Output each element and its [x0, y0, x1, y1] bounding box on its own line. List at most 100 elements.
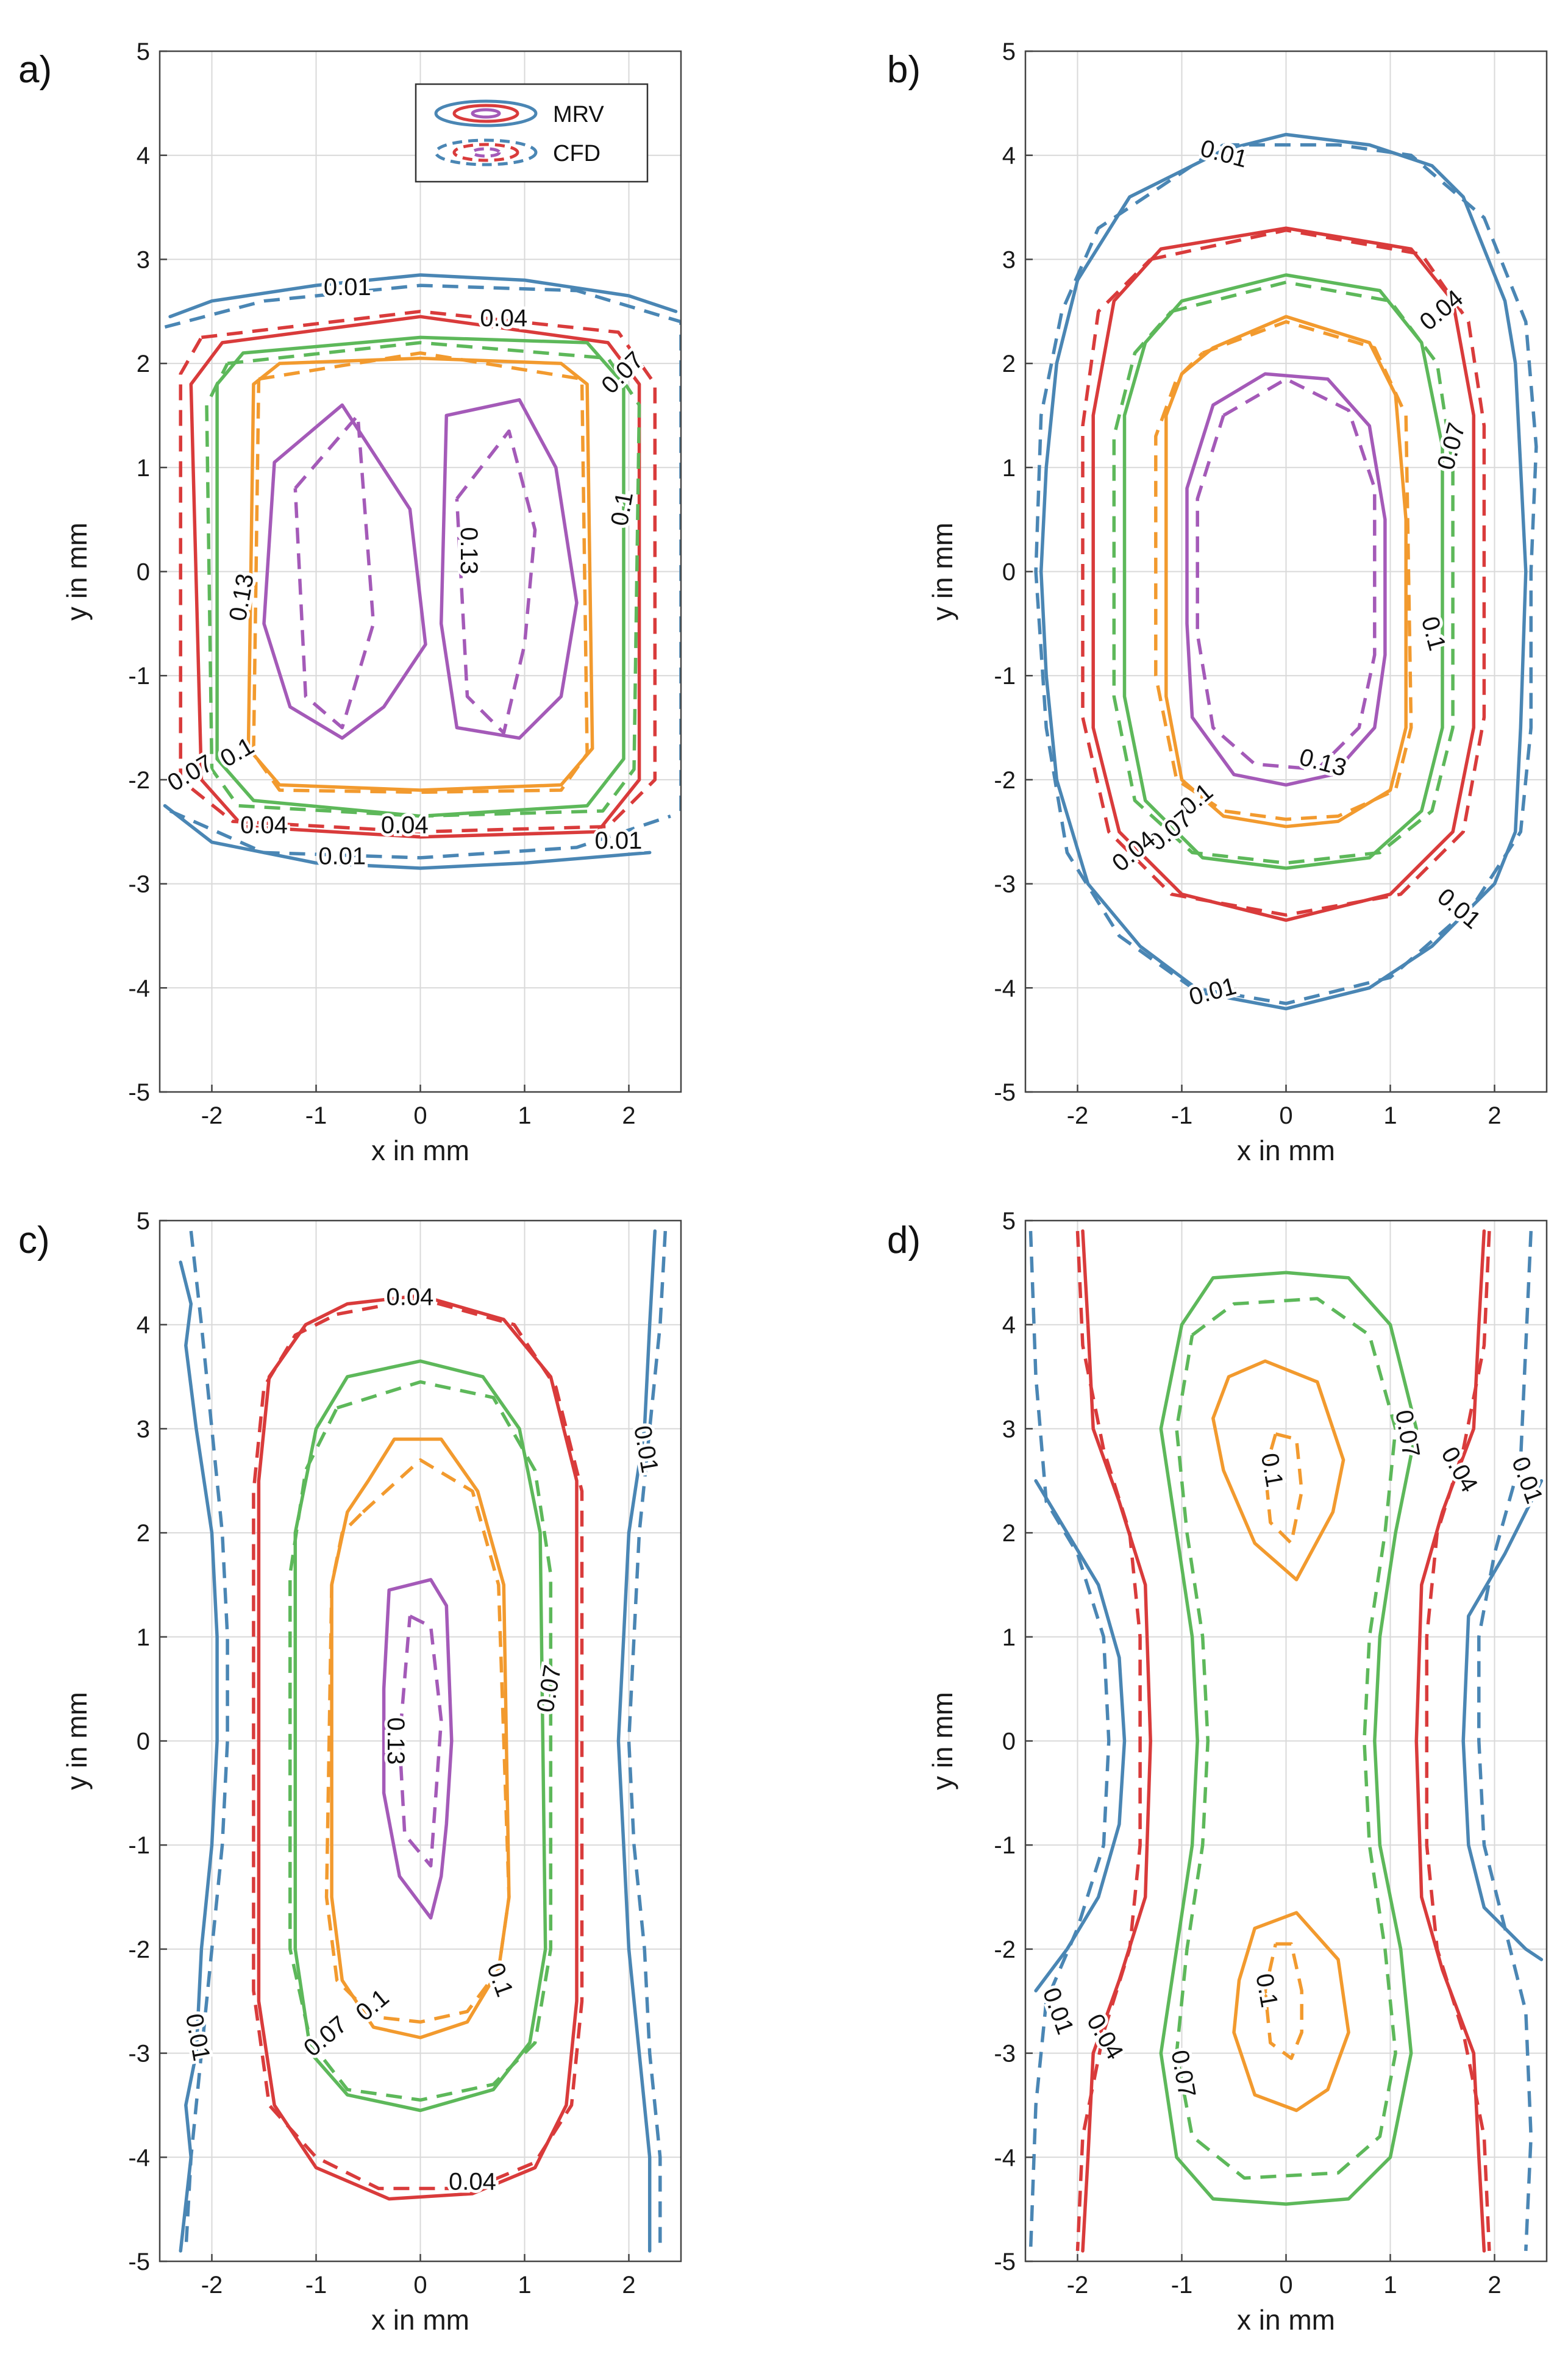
contour-label: 0.13 [382, 1717, 409, 1765]
y-tick-label: 2 [137, 351, 150, 377]
legend-dashed-marker [452, 143, 519, 162]
contour-dashed-0_01 [169, 809, 671, 860]
contour-lines [179, 1229, 668, 2253]
y-tick-label: -3 [994, 2041, 1016, 2067]
x-tick-label: -2 [201, 2272, 223, 2299]
contour-solid-0_1 [1164, 315, 1408, 829]
x-tick-label: 1 [518, 2272, 531, 2299]
y-tick-label: -4 [994, 975, 1016, 1002]
panel-a: a)0.010.040.070.10.130.130.10.070.04 0.04… [18, 38, 682, 1166]
y-axis-label: y in mm [927, 1692, 958, 1790]
contour-solid-0_13 [1185, 372, 1387, 787]
legend-solid-label: MRV [553, 102, 604, 127]
contour-solid-0_04 [257, 1294, 579, 2201]
legend-solid-marker [434, 99, 538, 127]
panel-c: c)0.040.010.070.130.10.10.070.010.04-2 -1… [18, 1208, 682, 2336]
y-tick-label: 1 [1002, 1624, 1016, 1651]
x-tick-label: 2 [622, 1102, 635, 1129]
contour-solid-0_13 [262, 403, 427, 740]
contour-dashed-0_1 [1154, 320, 1413, 821]
y-tick-label: 2 [1002, 1520, 1016, 1547]
y-tick-label: 3 [137, 246, 150, 273]
y-axis-label: y in mm [61, 523, 93, 621]
panel-label: d) [887, 1219, 921, 1261]
y-tick-label: -3 [994, 871, 1016, 898]
y-tick-label: 5 [137, 1208, 150, 1235]
contour-label: 0.01 [324, 274, 371, 301]
contour-label: 0.04 [449, 2169, 496, 2195]
y-tick-label: -2 [994, 767, 1016, 794]
x-tick-label: 2 [1488, 2272, 1501, 2299]
x-axis-label: x in mm [371, 2304, 469, 2336]
x-tick-label: 0 [413, 2272, 427, 2299]
contour-dashed-0_13 [397, 1614, 443, 1868]
contour-dashed-0_13 [455, 429, 537, 735]
contour-label: 0.13 [455, 527, 482, 574]
y-tick-label: 5 [1002, 1208, 1016, 1235]
x-axis-label: x in mm [371, 1135, 469, 1166]
y-tick-label: 0 [137, 1728, 150, 1755]
contour-label: 0.01 [594, 827, 642, 854]
legend-box [415, 83, 649, 183]
y-axis-label: y in mm [61, 1692, 93, 1790]
contour-dashed-0_13 [1196, 377, 1377, 771]
x-tick-label: -1 [305, 2272, 327, 2299]
contour-dashed-0_04 [1075, 1230, 1142, 2252]
y-tick-label: -5 [128, 1079, 150, 1106]
y-tick-label: 1 [137, 455, 150, 482]
y-tick-label: 4 [137, 1312, 150, 1339]
y-tick-label: 5 [137, 38, 150, 65]
contour-label: 0.04 [381, 811, 429, 838]
y-tick-label: -3 [128, 871, 150, 898]
legend-dashed-label: CFD [553, 141, 600, 166]
x-tick-label: -1 [1171, 2272, 1193, 2299]
contour-dashed-0_01 [1028, 1231, 1111, 2251]
y-tick-label: -5 [994, 2249, 1016, 2275]
x-tick-label: -2 [1067, 1102, 1089, 1129]
y-tick-label: 2 [1002, 351, 1016, 377]
x-tick-label: 0 [413, 1102, 427, 1129]
legend-solid-marker [452, 104, 519, 123]
contour-label: 0.1 [1250, 1972, 1283, 2010]
y-tick-label: -2 [128, 1936, 150, 1963]
contour-dashed-0_01 [627, 1230, 668, 2251]
y-tick-label: 0 [137, 559, 150, 586]
contour-solid-0_13 [439, 398, 579, 740]
y-tick-label: -2 [994, 1936, 1016, 1963]
contour-lines [1028, 1229, 1544, 2253]
contour-dashed-0_04 [1425, 1230, 1491, 2252]
contour-dashed-0_1 [324, 1458, 511, 2024]
y-tick-label: -4 [128, 2144, 150, 2171]
y-tick-label: 4 [1002, 1312, 1016, 1339]
contour-dashed-0_07 [1112, 280, 1455, 865]
y-tick-label: 0 [1002, 559, 1016, 586]
contour-solid-0_04 [189, 315, 641, 839]
contour-solid-0_04 [1091, 226, 1476, 922]
legend-dashed-marker [434, 138, 538, 166]
y-tick-label: 4 [1002, 143, 1016, 169]
legend: MRV CFD [415, 83, 649, 183]
y-tick-label: 3 [1002, 1416, 1016, 1443]
x-tick-label: 2 [1488, 1102, 1501, 1129]
x-tick-label: 0 [1279, 1102, 1292, 1129]
y-tick-label: -1 [128, 663, 150, 690]
y-tick-label: -1 [994, 1832, 1016, 1859]
contour-solid-0_13 [382, 1578, 454, 1920]
y-tick-label: 3 [137, 1416, 150, 1443]
contour-solid-0_07 [1159, 1271, 1419, 2206]
contour-dashed-0_01 [1477, 1230, 1533, 2252]
y-tick-label: 1 [137, 1624, 150, 1651]
y-axis-label: y in mm [927, 523, 958, 621]
y-tick-label: 3 [1002, 246, 1016, 273]
x-tick-label: -2 [201, 1102, 223, 1129]
y-tick-label: -4 [128, 975, 150, 1002]
x-tick-label: 1 [1383, 2272, 1397, 2299]
y-tick-label: -3 [128, 2041, 150, 2067]
contour-solid-0_07 [215, 335, 625, 818]
x-axis-label: x in mm [1237, 1135, 1335, 1166]
y-tick-label: -2 [128, 767, 150, 794]
y-tick-label: -1 [994, 663, 1016, 690]
x-tick-label: 1 [518, 1102, 531, 1129]
y-tick-label: -1 [128, 1832, 150, 1859]
